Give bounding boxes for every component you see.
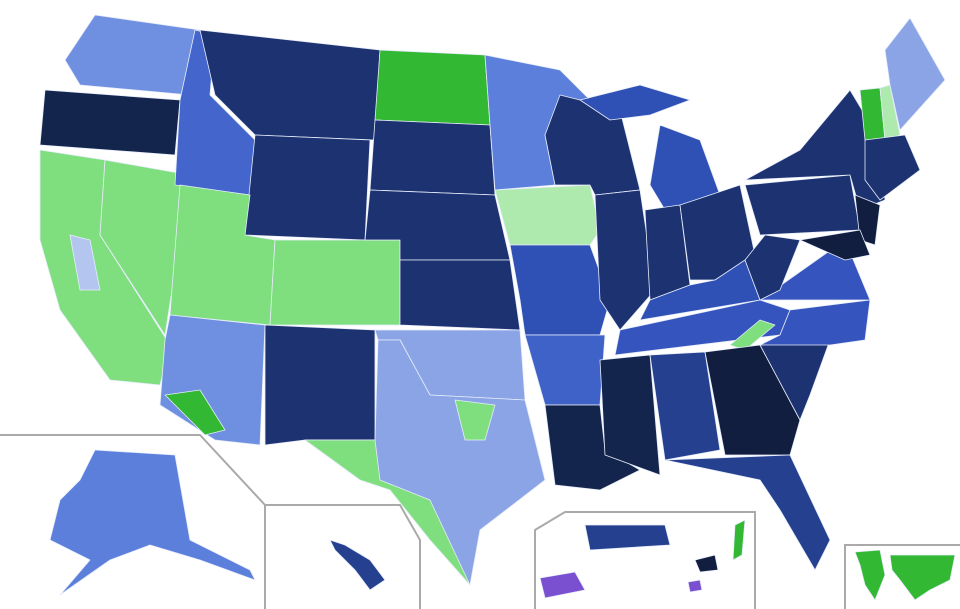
- alaska: [49, 449, 256, 596]
- marianas: [732, 519, 746, 561]
- inset-frame: [0, 434, 266, 609]
- iowa: [494, 184, 601, 246]
- texas-district: [454, 399, 496, 441]
- new-mexico: [264, 324, 376, 446]
- pennsylvania: [744, 174, 861, 236]
- michigan-upper: [579, 84, 691, 121]
- insets: [0, 434, 960, 609]
- world-eurasia: [889, 554, 956, 601]
- arkansas: [524, 334, 606, 406]
- maine: [884, 17, 946, 131]
- virgin-islands: [694, 554, 719, 573]
- west-virginia: [744, 234, 801, 301]
- inset-frame: [265, 504, 421, 609]
- contiguous-states: [39, 14, 946, 586]
- new-hampshire: [879, 84, 901, 141]
- puerto-rico: [584, 524, 671, 551]
- maryland-delaware: [799, 229, 871, 261]
- nevada: [99, 159, 191, 336]
- texas-west: [304, 439, 471, 586]
- kansas: [399, 259, 521, 331]
- new-england: [864, 134, 921, 201]
- colorado: [269, 239, 401, 326]
- wyoming: [244, 134, 371, 241]
- north-dakota: [374, 49, 491, 126]
- hawaii: [329, 539, 386, 591]
- alabama: [649, 351, 721, 461]
- south-dakota: [369, 119, 496, 196]
- american-samoa: [539, 571, 586, 599]
- inset-frame: [844, 544, 960, 609]
- georgia: [704, 344, 801, 456]
- inset-frame: [534, 511, 756, 609]
- illinois: [594, 189, 656, 331]
- louisiana: [544, 404, 641, 491]
- oregon: [39, 89, 181, 156]
- florida: [664, 454, 831, 571]
- california-district: [69, 234, 101, 291]
- mississippi: [599, 354, 661, 476]
- washington: [64, 14, 201, 96]
- arizona-district: [164, 389, 226, 436]
- missouri: [509, 244, 611, 336]
- world-americas: [854, 549, 886, 601]
- guam: [687, 579, 703, 593]
